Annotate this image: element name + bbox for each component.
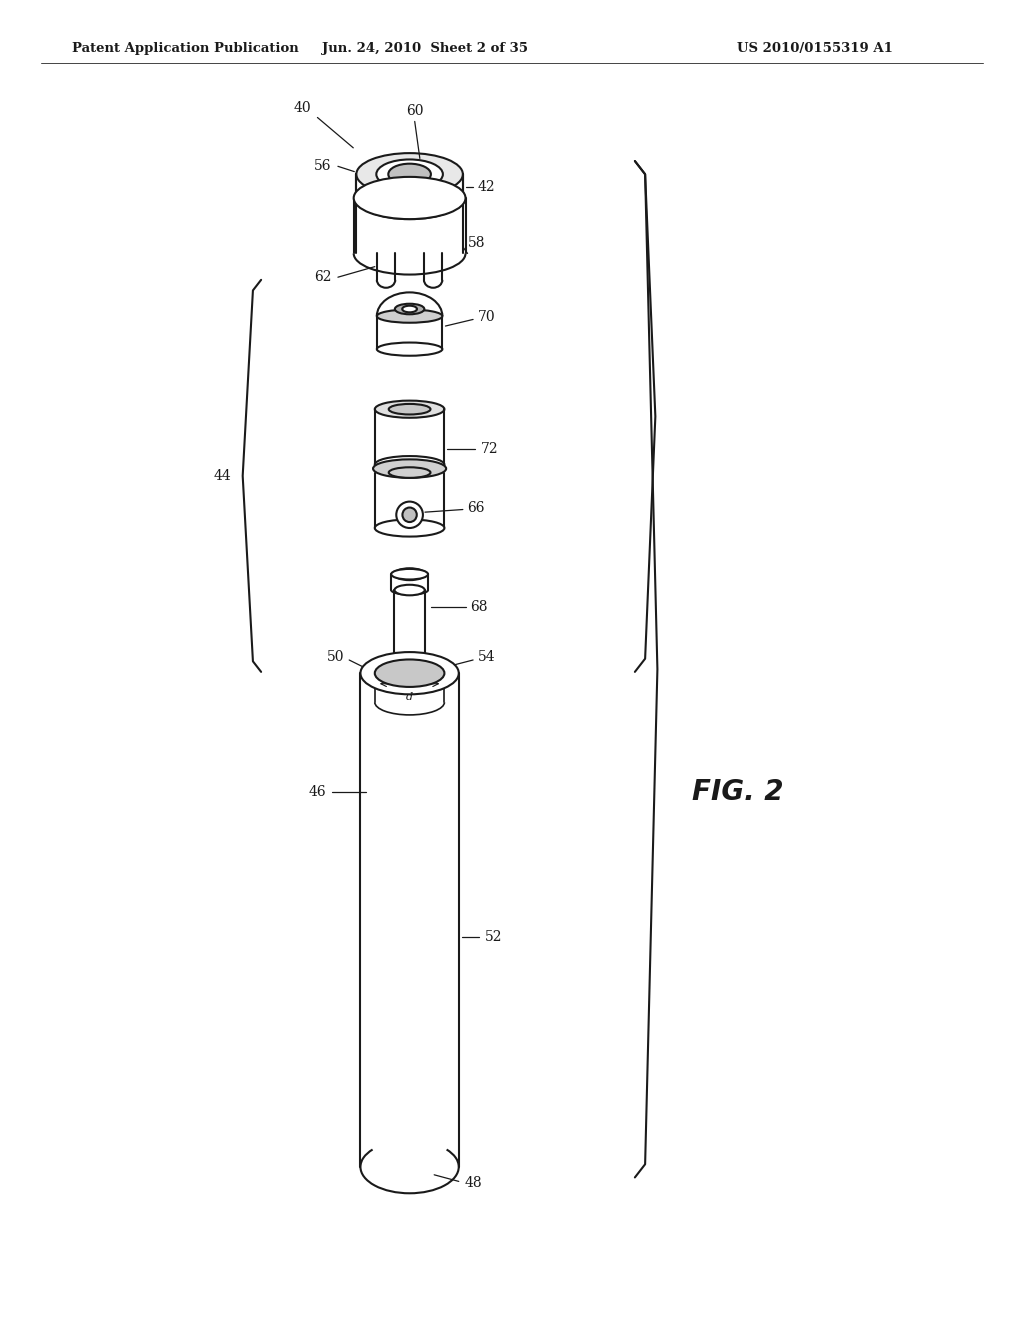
Text: 70: 70: [477, 310, 496, 323]
Ellipse shape: [389, 467, 430, 478]
Ellipse shape: [373, 459, 446, 478]
Text: FIG. 2: FIG. 2: [691, 777, 783, 807]
Text: 46: 46: [308, 785, 327, 799]
Text: 66: 66: [467, 502, 485, 515]
Text: 54: 54: [477, 651, 496, 664]
Text: 56: 56: [313, 160, 332, 173]
Ellipse shape: [391, 569, 428, 579]
Text: 50: 50: [327, 651, 345, 664]
Ellipse shape: [388, 164, 431, 185]
Ellipse shape: [353, 177, 466, 219]
Text: Jun. 24, 2010  Sheet 2 of 35: Jun. 24, 2010 Sheet 2 of 35: [322, 42, 528, 55]
Ellipse shape: [402, 306, 417, 313]
Text: 52: 52: [484, 931, 503, 944]
Ellipse shape: [375, 457, 444, 474]
Text: 72: 72: [480, 442, 499, 455]
Ellipse shape: [377, 309, 442, 323]
Ellipse shape: [375, 660, 444, 686]
Ellipse shape: [377, 160, 442, 189]
Text: US 2010/0155319 A1: US 2010/0155319 A1: [737, 42, 893, 55]
Ellipse shape: [375, 401, 444, 418]
Ellipse shape: [356, 153, 463, 195]
Ellipse shape: [402, 508, 417, 523]
Text: 40: 40: [293, 102, 311, 115]
Text: 60: 60: [406, 104, 424, 117]
Ellipse shape: [375, 520, 444, 537]
Text: Patent Application Publication: Patent Application Publication: [72, 42, 298, 55]
Ellipse shape: [394, 585, 425, 595]
Ellipse shape: [394, 568, 425, 581]
Text: 62: 62: [313, 271, 332, 284]
Ellipse shape: [389, 404, 430, 414]
Text: 68: 68: [470, 601, 488, 614]
Ellipse shape: [377, 342, 442, 355]
Ellipse shape: [396, 502, 423, 528]
Ellipse shape: [360, 652, 459, 694]
Text: 44: 44: [213, 469, 231, 483]
Text: 42: 42: [477, 181, 496, 194]
Text: 48: 48: [464, 1176, 482, 1189]
Ellipse shape: [395, 304, 424, 314]
Text: 58: 58: [467, 236, 485, 249]
Text: d: d: [407, 692, 413, 702]
